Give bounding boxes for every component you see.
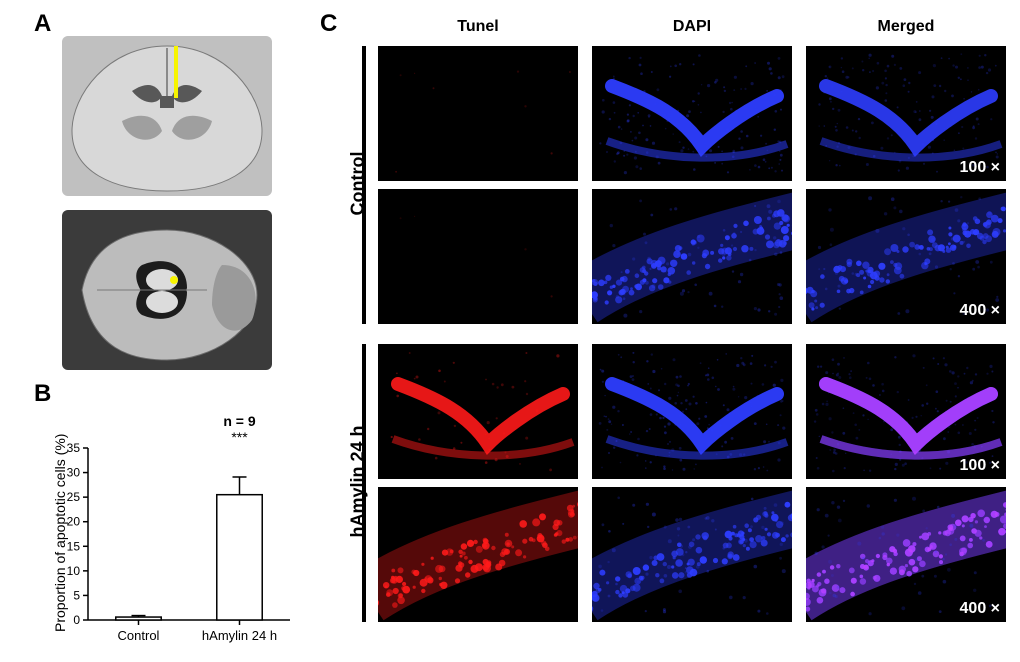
svg-text:30: 30 (67, 466, 81, 480)
panel-b-svg: 0 5 10 15 20 25 30 35 Control hAmylin 24 h n = 9**… (40, 410, 300, 650)
coronal-section-image (62, 36, 272, 196)
svg-text:15: 15 (67, 539, 81, 553)
micro-amylin-tunel-400 (378, 487, 578, 622)
svg-text:0: 0 (73, 613, 80, 627)
micro-amylin-merged-100: 100 × (806, 344, 1006, 479)
panel-c-grid: TunelDAPIMerged100 ×400 ×100 ×400 ×Contr… (352, 18, 1012, 658)
col-header-merged: Merged (806, 18, 1006, 36)
row-label-control: Control (348, 124, 369, 244)
panel-label-b: B (34, 380, 51, 408)
micro-control-tunel-400 (378, 189, 578, 324)
svg-text:35: 35 (67, 441, 81, 455)
micro-amylin-tunel-100 (378, 344, 578, 479)
svg-text:5: 5 (73, 588, 80, 602)
micro-control-dapi-100 (592, 46, 792, 181)
svg-text:hAmylin 24 h: hAmylin 24 h (202, 628, 277, 643)
svg-text:n = 9: n = 9 (223, 413, 256, 429)
panel-label-c: C (320, 10, 337, 38)
micro-amylin-merged-400: 400 × (806, 487, 1006, 622)
horizontal-section-image (62, 210, 272, 370)
svg-text:20: 20 (67, 515, 81, 529)
micro-control-dapi-400 (592, 189, 792, 324)
micro-control-tunel-100 (378, 46, 578, 181)
magnification-label: 100 × (960, 457, 1000, 475)
micro-control-merged-400: 400 × (806, 189, 1006, 324)
micro-amylin-dapi-100 (592, 344, 792, 479)
micro-control-merged-100: 100 × (806, 46, 1006, 181)
magnification-label: 400 × (960, 302, 1000, 320)
svg-text:Control: Control (118, 628, 160, 643)
svg-text:***: *** (231, 429, 248, 445)
panel-label-a: A (34, 10, 51, 38)
magnification-label: 400 × (960, 600, 1000, 618)
micro-amylin-dapi-400 (592, 487, 792, 622)
panel-b-chart: Proportion of apoptotic cells (%) 051015… (40, 410, 300, 650)
row-label-amylin: hAmylin 24 h (348, 422, 369, 542)
col-header-tunel: Tunel (378, 18, 578, 36)
col-header-dapi: DAPI (592, 18, 792, 36)
magnification-label: 100 × (960, 159, 1000, 177)
horizontal-brain-svg (62, 210, 272, 370)
svg-text:10: 10 (67, 564, 81, 578)
coronal-brain-svg (62, 36, 272, 196)
svg-text:25: 25 (67, 490, 81, 504)
